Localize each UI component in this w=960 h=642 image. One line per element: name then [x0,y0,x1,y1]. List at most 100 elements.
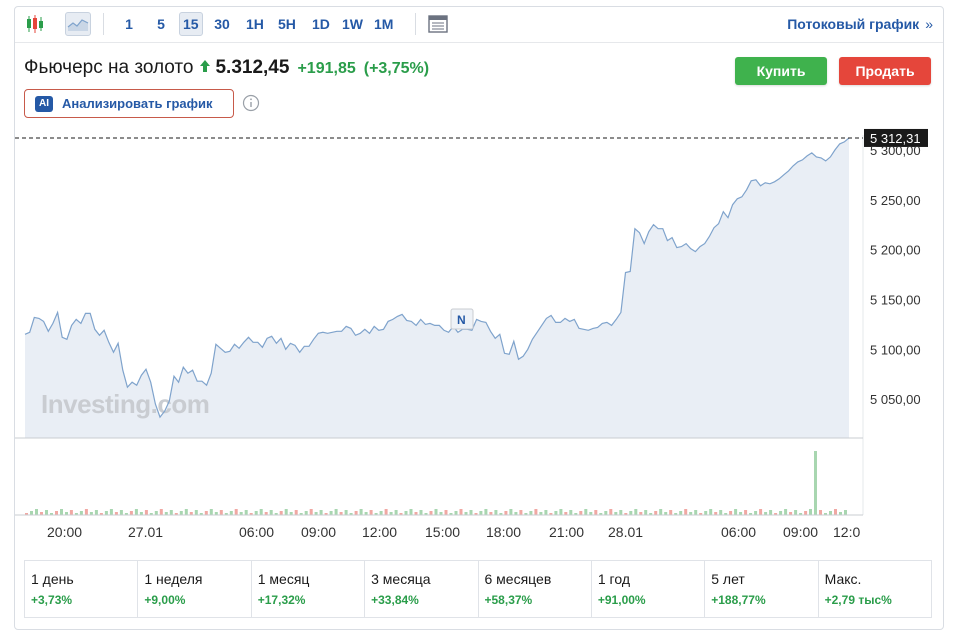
volume-bar [169,510,173,515]
price-chart[interactable]: Investing.com 5 312,315 300,00 5 250,00 5 2… [15,7,945,552]
sell-button[interactable]: Продать [839,57,931,85]
volume-bar [204,511,208,515]
x-tick-label: 27.01 [128,524,163,540]
volume-bar [224,513,228,515]
volume-bar [234,509,238,515]
interval-1d[interactable]: 1D [312,16,330,32]
news-marker[interactable] [450,308,474,330]
volume-bar [25,513,28,515]
candlestick-chart-icon[interactable] [23,12,47,36]
period-cell[interactable]: 1 месяц +17,32% [252,561,366,617]
x-tick-label: 28.01 [608,524,643,540]
volume-bar [129,511,133,515]
area-chart-icon[interactable] [65,12,91,36]
volume-bar [354,511,358,515]
interval-1w[interactable]: 1W [342,16,363,32]
volume-bar [229,511,233,515]
info-icon[interactable] [242,94,260,112]
volume-bar [584,509,588,515]
interval-15[interactable]: 15 [179,12,203,36]
volume-bar [444,510,448,515]
period-value: +58,37% [484,593,533,607]
volume-bar [274,513,278,515]
volume-bar [174,513,178,515]
interval-1[interactable]: 1 [125,16,133,32]
period-cell[interactable]: 1 неделя +9,00% [138,561,252,617]
volume-bar [154,511,158,515]
volume-bar [414,512,418,515]
volume-bar [544,510,548,515]
instrument-header: Фьючерс на золото 5.312,45 +191,85 (+3,7… [24,57,429,79]
volume-bar [364,512,368,515]
y-tick-label: 5 250,00 [870,193,921,208]
volume-bar [759,509,763,515]
volume-bar [284,509,288,515]
volume-bar [194,510,198,515]
volume-bar [749,513,753,515]
volume-bar [304,511,308,515]
volume-bar [369,510,373,515]
volume-bar [74,513,78,515]
period-cell[interactable]: 3 месяца +33,84% [365,561,479,617]
volume-bar [719,510,723,515]
volume-bar [69,510,73,515]
interval-5h[interactable]: 5H [278,16,296,32]
volume-bar [644,510,648,515]
period-cell[interactable]: 1 день +3,73% [25,561,139,617]
volume-bar [419,510,423,515]
period-value: +91,00% [597,593,646,607]
volume-bar [489,512,493,515]
volume-bar [819,510,822,515]
period-cell[interactable]: 1 год +91,00% [592,561,706,617]
period-label: 6 месяцев [484,571,552,587]
interval-1m[interactable]: 1M [374,16,394,32]
volume-bar [99,513,103,515]
period-value: +17,32% [257,593,306,607]
volume-bar [50,513,53,515]
volume-bar [604,511,608,515]
volume-bar [84,509,88,515]
period-value: +9,00% [144,593,186,607]
volume-bar [55,511,58,515]
volume-bar [35,509,38,515]
interval-5[interactable]: 5 [157,16,165,32]
x-tick-label: 09:00 [783,524,818,540]
last-price-badge [864,128,928,147]
volume-bar [679,511,683,515]
y-tick-label: 5 200,00 [870,243,921,258]
last-price-label: 5 312,31 [870,131,921,146]
volume-bar [409,509,413,515]
interval-1h[interactable]: 1H [246,16,264,32]
y-tick-label: 5 150,00 [870,292,921,307]
volume-bar [164,512,168,515]
volume-bar [399,513,403,515]
analyze-chart-button[interactable]: AI Анализировать график [24,89,234,118]
volume-bar [374,513,378,515]
volume-bar [769,510,773,515]
volume-bar [609,509,613,515]
period-label: 1 день [31,571,74,587]
volume-bar [294,510,298,515]
volume-bar [724,513,728,515]
period-cell[interactable]: 6 месяцев +58,37% [479,561,592,617]
news-marker-label: N [457,313,466,327]
volume-bar [249,513,253,515]
volume-bar [459,509,463,515]
buy-button[interactable]: Купить [735,57,827,85]
volume-bar [349,513,353,515]
volume-bar [649,513,653,515]
streaming-chart-link[interactable]: Потоковый график » [787,16,933,32]
volume-bar [184,509,188,515]
chart-toolbar: 1 5 15 30 1H 5H 1D 1W 1M Потоковый график» [15,7,943,43]
period-cell[interactable]: Макс. +2,79 тыс% [819,561,931,617]
volume-bar [599,513,603,515]
volume-bar [289,512,293,515]
interval-30[interactable]: 30 [214,16,230,32]
volume-bar [394,510,398,515]
period-label: Макс. [824,571,862,587]
volume-bar [809,509,812,515]
period-cell[interactable]: 5 лет +188,77% [705,561,819,617]
volume-bar [794,510,798,515]
layout-icon[interactable] [426,12,450,36]
volume-bar [199,513,203,515]
